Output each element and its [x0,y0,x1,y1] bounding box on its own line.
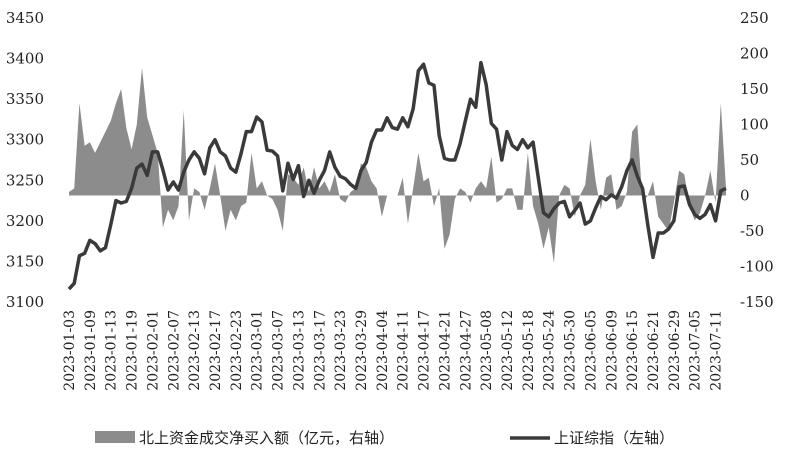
y2-tick-label: 0 [740,187,750,205]
x-tick-label: 2023-06-29 [667,310,683,391]
y2-tick-label: -150 [740,293,774,311]
y-tick-label: 3350 [6,90,44,108]
x-tick-label: 2023-06-21 [646,310,662,391]
x-tick-label: 2023-01-19 [125,310,141,391]
y2-tick-label: 150 [740,80,769,98]
x-tick-label: 2023-04-04 [375,310,391,391]
x-tick-label: 2023-04-17 [417,310,433,391]
legend-label: 北上资金成交净买入额（亿元，右轴） [139,429,394,447]
x-tick-label: 2023-02-13 [187,310,203,391]
x-tick-label: 2023-03-13 [291,310,307,391]
x-tick-label: 2023-04-27 [458,310,474,391]
y2-tick-label: 250 [740,9,769,27]
y2-tick-label: 50 [740,151,759,169]
x-tick-label: 2023-03-01 [250,310,266,391]
x-tick-label: 2023-01-03 [62,310,78,391]
x-tick-label: 2023-02-01 [145,310,161,391]
x-tick-label: 2023-05-30 [563,310,579,391]
y-tick-label: 3400 [6,50,44,68]
y-tick-label: 3450 [6,9,44,27]
y-tick-label: 3250 [6,171,44,189]
x-tick-label: 2023-06-09 [604,310,620,391]
x-tick-label: 2023-07-11 [709,310,725,391]
x-tick-label: 2023-05-12 [500,310,516,391]
y-tick-label: 3200 [6,212,44,230]
y-tick-label: 3150 [6,252,44,270]
x-tick-label: 2023-03-07 [271,310,287,391]
x-tick-label: 2023-05-18 [521,310,537,391]
y2-tick-label: 200 [740,45,769,63]
y2-tick-label: -100 [740,258,774,276]
x-tick-label: 2023-05-24 [542,310,558,391]
x-tick-label: 2023-02-23 [229,310,245,391]
x-tick-label: 2023-07-05 [688,310,704,391]
line [67,60,727,291]
x-tick-label: 2023-01-09 [83,310,99,391]
x-tick-label: 2023-03-29 [354,310,370,391]
y2-tick-label: -50 [740,222,764,240]
y-tick-label: 3300 [6,131,44,149]
x-tick-label: 2023-02-07 [166,310,182,391]
y-tick-label: 3100 [6,293,44,311]
x-tick-label: 2023-03-17 [312,310,328,391]
y2-tick-label: 100 [740,116,769,134]
legend-swatch [95,431,135,443]
x-tick-label: 2023-02-17 [208,310,224,391]
x-tick-label: 2023-04-21 [437,310,453,391]
x-tick-label: 2023-06-15 [625,310,641,391]
area [69,67,726,263]
x-tick-label: 2023-03-23 [333,310,349,391]
x-tick-label: 2023-06-05 [583,310,599,391]
x-tick-label: 2023-04-11 [396,310,412,391]
x-tick-label: 2023-05-08 [479,310,495,391]
legend-label: 上证综指（左轴） [554,429,674,447]
x-tick-label: 2023-01-13 [104,310,120,391]
